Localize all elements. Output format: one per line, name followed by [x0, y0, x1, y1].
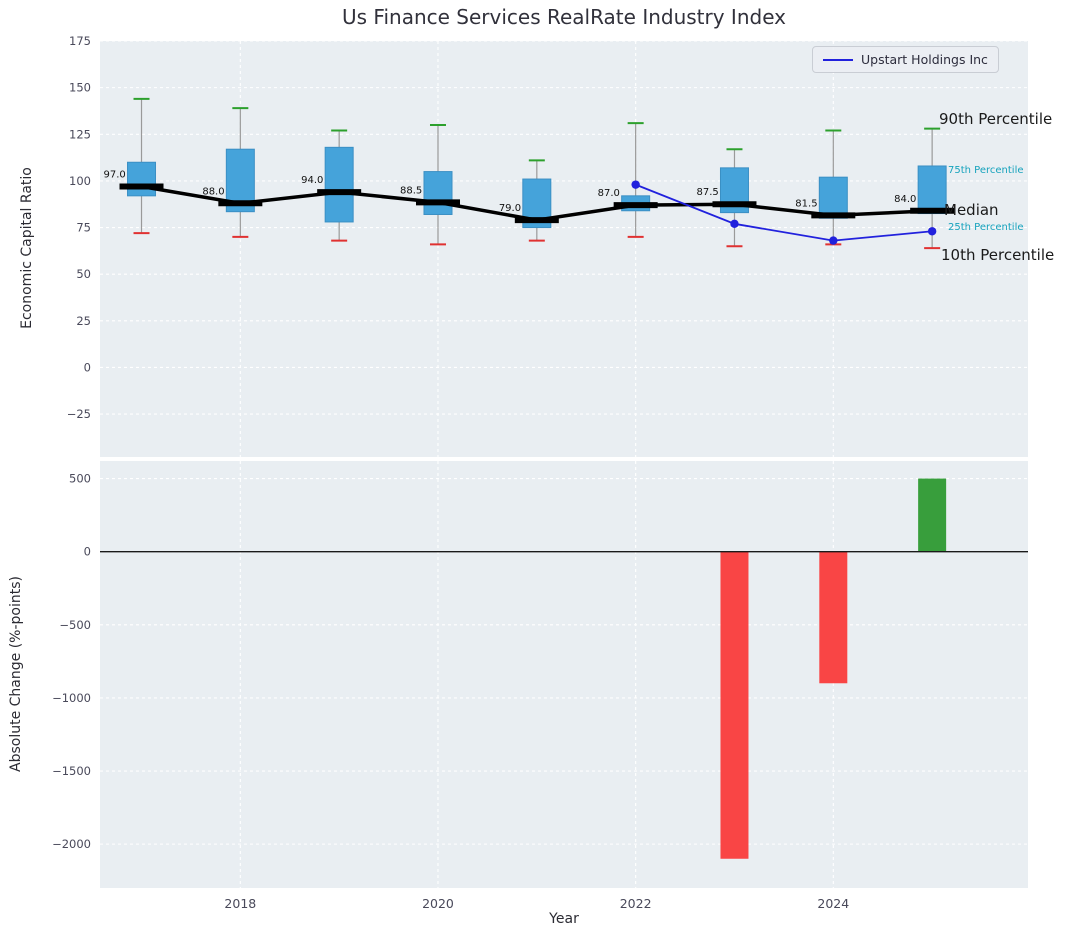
svg-text:−2000: −2000 [52, 837, 91, 851]
svg-text:97.0: 97.0 [104, 170, 126, 181]
svg-text:75: 75 [76, 221, 91, 235]
svg-text:−1500: −1500 [52, 764, 91, 778]
svg-text:94.0: 94.0 [301, 175, 323, 186]
svg-text:87.5: 87.5 [696, 187, 718, 198]
svg-text:0: 0 [84, 360, 91, 374]
legend-line-sample [823, 58, 853, 61]
svg-text:87.0: 87.0 [598, 188, 620, 199]
svg-text:−1000: −1000 [52, 691, 91, 705]
svg-text:88.0: 88.0 [202, 186, 224, 197]
top-y-axis-label: Economic Capital Ratio [19, 167, 35, 329]
svg-text:88.5: 88.5 [400, 185, 422, 196]
chart-title: Us Finance Services RealRate Industry In… [342, 5, 786, 29]
svg-text:500: 500 [69, 472, 91, 486]
svg-text:0: 0 [84, 545, 91, 559]
svg-text:2020: 2020 [422, 896, 454, 911]
svg-text:2018: 2018 [224, 896, 256, 911]
legend-label: Upstart Holdings Inc [861, 52, 988, 67]
svg-text:79.0: 79.0 [499, 203, 521, 214]
annotation-75th-percentile: 75th Percentile [948, 165, 1024, 176]
bottom-y-axis-label: Absolute Change (%-points) [8, 576, 24, 772]
svg-text:25: 25 [76, 314, 91, 328]
annotation-10th-percentile: 10th Percentile [941, 246, 1055, 264]
annotation-25th-percentile: 25th Percentile [948, 222, 1024, 233]
svg-text:2024: 2024 [817, 896, 849, 911]
svg-text:125: 125 [69, 127, 91, 141]
svg-text:175: 175 [69, 34, 91, 48]
annotation-median: Median [944, 201, 999, 219]
x-axis-label: Year [549, 911, 579, 927]
svg-text:100: 100 [69, 174, 91, 188]
svg-text:84.0: 84.0 [894, 194, 916, 205]
legend: Upstart Holdings Inc [812, 46, 999, 73]
svg-text:−25: −25 [67, 407, 91, 421]
svg-text:2022: 2022 [620, 896, 652, 911]
svg-text:150: 150 [69, 81, 91, 95]
svg-text:−500: −500 [59, 618, 91, 632]
annotation-90th-percentile: 90th Percentile [939, 110, 1053, 128]
svg-text:50: 50 [76, 267, 91, 281]
svg-text:81.5: 81.5 [795, 198, 817, 209]
